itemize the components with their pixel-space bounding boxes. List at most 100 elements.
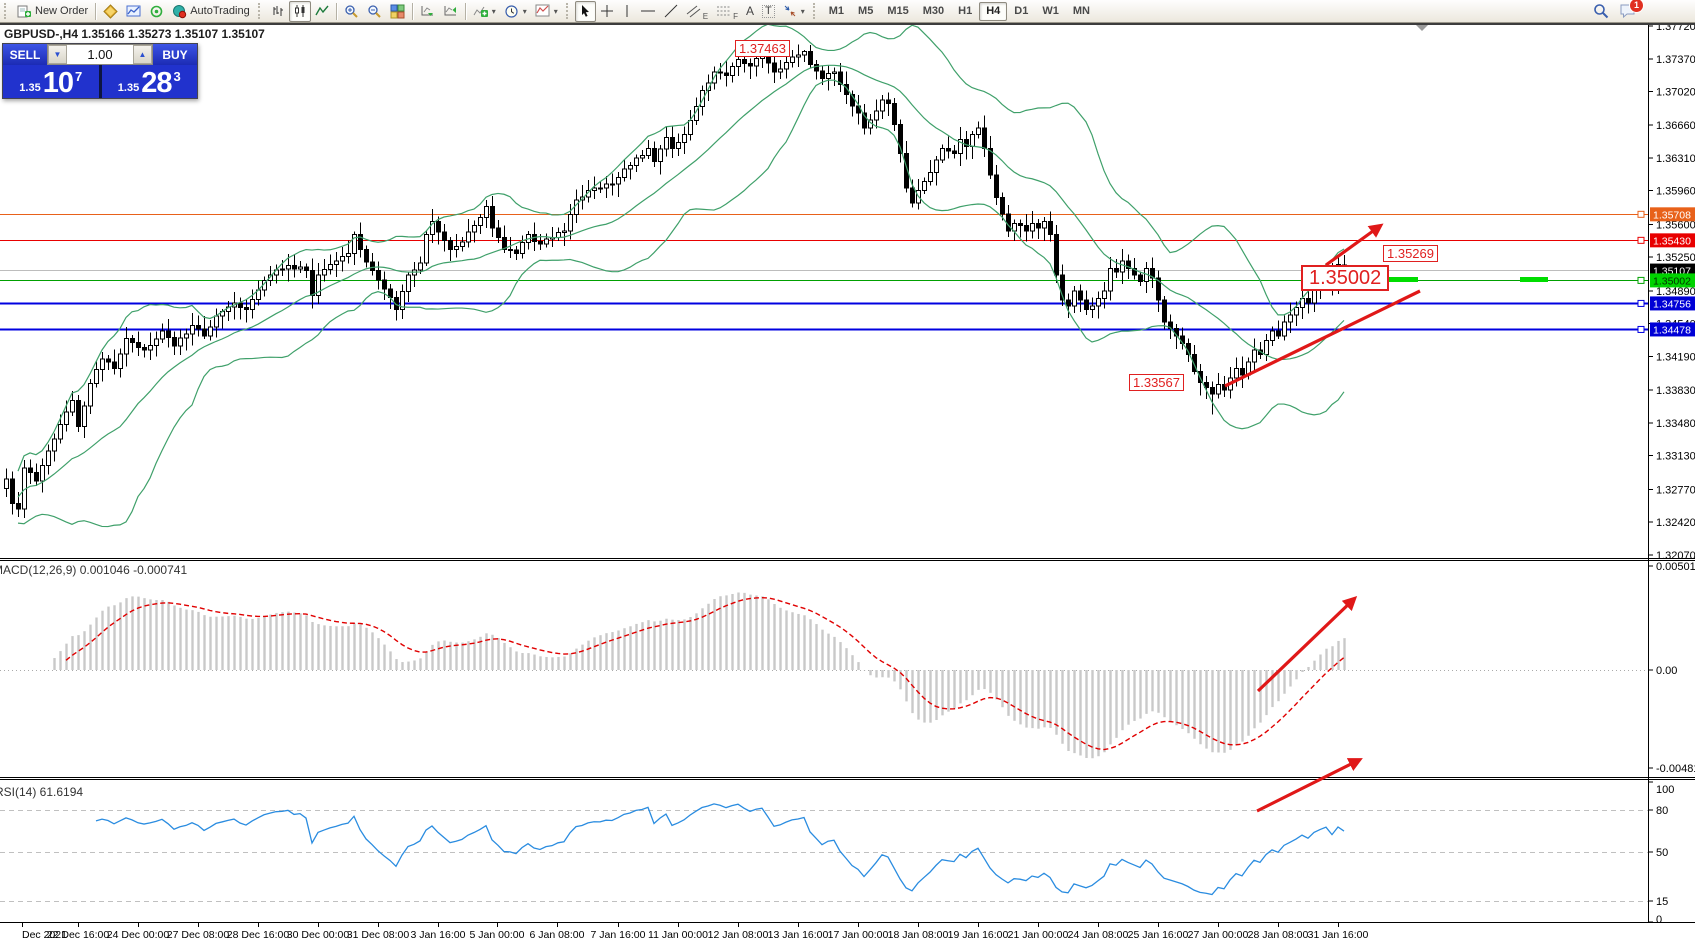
svg-text:1.36310: 1.36310 bbox=[1656, 153, 1695, 165]
indicators-button[interactable]: ▾ bbox=[469, 1, 500, 22]
toolbar-grip[interactable] bbox=[812, 3, 819, 19]
svg-text:0.00: 0.00 bbox=[1656, 665, 1677, 677]
chevron-down-icon: ▾ bbox=[553, 6, 558, 16]
toolbar-grip[interactable] bbox=[4, 3, 10, 19]
toolbar: New Order AutoTrad bbox=[0, 0, 1695, 23]
svg-text:21 Jan 00:00: 21 Jan 00:00 bbox=[1008, 929, 1069, 941]
text-tool-button[interactable]: A bbox=[742, 1, 758, 22]
timeframe-MN[interactable]: MN bbox=[1072, 5, 1090, 17]
fibo-letter: F bbox=[733, 11, 738, 21]
profiles-chart-icon bbox=[126, 5, 141, 16]
svg-text:25 Jan 16:00: 25 Jan 16:00 bbox=[1128, 929, 1189, 941]
svg-text:1.36660: 1.36660 bbox=[1656, 120, 1695, 132]
rsi-axis[interactable]: 100 80 50 15 0 bbox=[1648, 781, 1674, 926]
volume-field[interactable]: 1.00 bbox=[87, 47, 113, 62]
separator bbox=[95, 2, 97, 20]
new-order-icon bbox=[17, 5, 31, 17]
auto-scroll-button[interactable] bbox=[416, 1, 439, 22]
trendline-icon bbox=[664, 4, 678, 18]
search-icon[interactable] bbox=[1593, 3, 1609, 19]
timeframe-W1[interactable]: W1 bbox=[1042, 5, 1059, 17]
volume-increase-button[interactable]: ▲ bbox=[133, 45, 152, 64]
price-annotation[interactable]: 1.35002 bbox=[1301, 265, 1390, 291]
timeframe-M5[interactable]: M5 bbox=[858, 5, 874, 17]
svg-text:1.34190: 1.34190 bbox=[1656, 351, 1695, 363]
periods-button[interactable]: ▾ bbox=[500, 1, 531, 22]
volume-decrease-button[interactable]: ▼ bbox=[48, 45, 67, 64]
crosshair-tool-button[interactable] bbox=[596, 1, 618, 22]
toolbar-grip[interactable] bbox=[257, 3, 264, 19]
autotrading-label: AutoTrading bbox=[190, 5, 250, 17]
bar-chart-button[interactable] bbox=[267, 1, 289, 22]
svg-text:1.35600: 1.35600 bbox=[1656, 219, 1695, 231]
sell-button[interactable]: SELL bbox=[3, 44, 47, 65]
new-order-label: New Order bbox=[35, 5, 89, 17]
svg-text:1.35250: 1.35250 bbox=[1656, 252, 1695, 264]
svg-text:1.35002: 1.35002 bbox=[1653, 275, 1691, 287]
timeframe-H1[interactable]: H1 bbox=[958, 5, 973, 17]
price-annotation[interactable]: 1.37463 bbox=[735, 40, 790, 57]
trendline-tool-button[interactable] bbox=[660, 1, 682, 22]
svg-text:24 Dec 00:00: 24 Dec 00:00 bbox=[107, 929, 170, 941]
zoom-out-icon bbox=[368, 4, 381, 18]
chart-shift-marker[interactable] bbox=[1416, 25, 1428, 31]
zoom-out-button[interactable] bbox=[363, 1, 386, 22]
text-label-tool-button[interactable]: T bbox=[758, 1, 779, 22]
timeframe-M30[interactable]: M30 bbox=[922, 5, 945, 17]
line-chart-button[interactable] bbox=[311, 1, 333, 22]
timeframe-D1[interactable]: D1 bbox=[1014, 5, 1029, 17]
channel-icon bbox=[686, 5, 701, 18]
chart-shift-icon bbox=[444, 6, 456, 16]
line-chart-icon bbox=[315, 5, 329, 16]
svg-text:-0.004812: -0.004812 bbox=[1656, 763, 1695, 775]
tile-windows-button[interactable] bbox=[386, 1, 409, 22]
fibonacci-tool-button[interactable]: F bbox=[712, 1, 742, 22]
price-annotation[interactable]: 1.35269 bbox=[1383, 245, 1438, 262]
svg-text:30 Dec 00:00: 30 Dec 00:00 bbox=[287, 929, 350, 941]
timeframe-M1[interactable]: M1 bbox=[828, 5, 845, 17]
buy-price[interactable]: 1.35 28 3 bbox=[101, 65, 197, 98]
macd-indicator-label: MACD(12,26,9) 0.001046 -0.000741 bbox=[0, 563, 188, 577]
buy-price-small: 1.35 bbox=[117, 82, 140, 94]
equidistant-channel-tool-button[interactable]: E bbox=[682, 1, 712, 22]
zoom-in-button[interactable] bbox=[340, 1, 363, 22]
timeframe-M15[interactable]: M15 bbox=[887, 5, 909, 17]
svg-text:27 Jan 00:00: 27 Jan 00:00 bbox=[1188, 929, 1249, 941]
trend-arrows[interactable] bbox=[1224, 223, 1421, 813]
signal-button[interactable] bbox=[145, 1, 168, 22]
crayon-icon bbox=[103, 3, 118, 19]
candlestick-chart-button[interactable] bbox=[288, 0, 311, 22]
separator bbox=[335, 2, 337, 20]
templates-button[interactable]: ▾ bbox=[531, 1, 562, 22]
signal-icon bbox=[150, 5, 163, 17]
macd-axis[interactable]: 0.005014 0.00 -0.004812 bbox=[1648, 561, 1695, 775]
toolbar-grip[interactable] bbox=[565, 3, 572, 19]
arrows-tool-button[interactable]: ▾ bbox=[779, 1, 809, 22]
vertical-line-tool-button[interactable] bbox=[618, 1, 636, 22]
svg-text:1.32770: 1.32770 bbox=[1656, 484, 1695, 496]
price-axis[interactable]: 1.377201.373701.370201.366601.363101.359… bbox=[1648, 21, 1695, 562]
horizontal-line-tool-button[interactable] bbox=[636, 1, 660, 22]
profiles-button[interactable] bbox=[122, 1, 145, 22]
autotrading-button[interactable]: AutoTrading bbox=[168, 1, 254, 22]
one-click-trading-panel: SELL ▼ 1.00 ▲ BUY 1.35 10 7 1.35 28 3 bbox=[2, 43, 198, 99]
horizontal-level-lines[interactable] bbox=[0, 210, 1648, 333]
sell-price[interactable]: 1.35 10 7 bbox=[3, 65, 99, 98]
rsi-line bbox=[95, 803, 1345, 896]
crayon-button[interactable] bbox=[99, 1, 122, 22]
svg-text:19 Jan 16:00: 19 Jan 16:00 bbox=[948, 929, 1009, 941]
notifications-button[interactable]: 1 bbox=[1619, 0, 1644, 19]
candlestick-series[interactable] bbox=[4, 44, 1347, 518]
buy-button[interactable]: BUY bbox=[153, 44, 197, 65]
svg-text:28 Dec 16:00: 28 Dec 16:00 bbox=[227, 929, 290, 941]
timeframe-H4[interactable]: H4 bbox=[979, 1, 1008, 21]
new-order-button[interactable]: New Order bbox=[13, 1, 92, 22]
price-annotation[interactable]: 1.33567 bbox=[1129, 374, 1184, 391]
chart-shift-button[interactable] bbox=[439, 1, 462, 22]
cursor-tool-button[interactable] bbox=[574, 0, 596, 22]
templates-icon bbox=[535, 4, 550, 17]
svg-text:13 Jan 16:00: 13 Jan 16:00 bbox=[768, 929, 829, 941]
